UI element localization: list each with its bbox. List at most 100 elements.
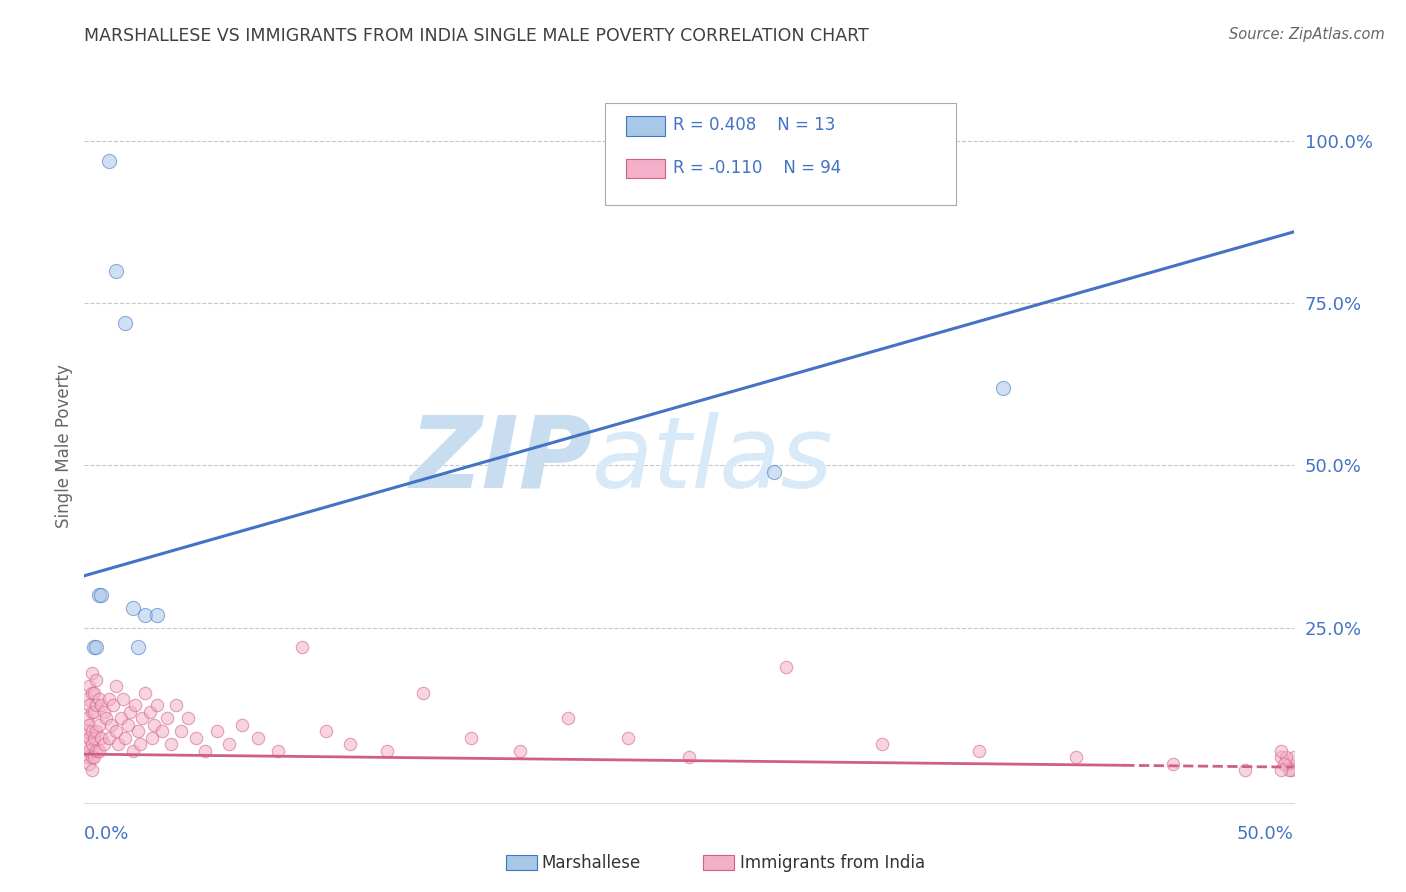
Point — [76, 692, 98, 706]
Point — [80, 666, 103, 681]
Point — [86, 640, 108, 654]
Point — [76, 750, 98, 764]
Point — [146, 698, 169, 713]
Point — [83, 705, 105, 719]
Point — [678, 750, 700, 764]
Point — [267, 744, 290, 758]
Point — [80, 764, 103, 778]
Point — [1279, 764, 1302, 778]
Text: Marshallese: Marshallese — [541, 854, 641, 871]
Point — [93, 705, 115, 719]
Point — [86, 744, 108, 758]
Point — [90, 588, 112, 602]
Point — [80, 685, 103, 699]
Point — [121, 744, 143, 758]
Point — [127, 640, 149, 654]
Point — [967, 744, 990, 758]
Point — [207, 724, 229, 739]
Point — [103, 698, 125, 713]
Point — [94, 711, 117, 725]
Point — [76, 711, 98, 725]
Point — [993, 381, 1015, 395]
Point — [83, 640, 105, 654]
Point — [146, 607, 169, 622]
Point — [872, 738, 894, 752]
Point — [1270, 744, 1292, 758]
Point — [184, 731, 207, 745]
Point — [83, 750, 105, 764]
Point — [110, 711, 132, 725]
Text: Immigrants from India: Immigrants from India — [740, 854, 925, 871]
Point — [97, 153, 120, 168]
Point — [160, 738, 183, 752]
Point — [231, 718, 253, 732]
Point — [1270, 750, 1292, 764]
Point — [93, 738, 115, 752]
Point — [170, 724, 193, 739]
Text: R = -0.110    N = 94: R = -0.110 N = 94 — [673, 159, 842, 177]
Point — [1282, 750, 1305, 764]
Point — [1278, 756, 1301, 771]
Point — [1064, 750, 1087, 764]
Point — [1278, 764, 1301, 778]
Point — [80, 705, 103, 719]
Point — [77, 718, 100, 732]
Point — [104, 679, 127, 693]
Text: 50.0%: 50.0% — [1237, 825, 1294, 843]
Point — [557, 711, 579, 725]
Point — [165, 698, 187, 713]
Point — [77, 679, 100, 693]
Point — [86, 673, 108, 687]
Point — [97, 731, 120, 745]
Text: MARSHALLESE VS IMMIGRANTS FROM INDIA SINGLE MALE POVERTY CORRELATION CHART: MARSHALLESE VS IMMIGRANTS FROM INDIA SIN… — [84, 27, 869, 45]
Point — [1161, 756, 1184, 771]
Text: ZIP: ZIP — [409, 412, 592, 508]
Point — [90, 731, 112, 745]
Point — [76, 738, 98, 752]
Point — [339, 738, 361, 752]
Point — [86, 698, 108, 713]
Point — [76, 724, 98, 739]
Point — [83, 731, 105, 745]
Point — [87, 718, 110, 732]
Text: 0.0%: 0.0% — [84, 825, 129, 843]
Point — [762, 465, 785, 479]
Point — [87, 744, 110, 758]
Point — [131, 711, 153, 725]
Point — [104, 264, 127, 278]
Point — [509, 744, 531, 758]
Point — [80, 738, 103, 752]
Point — [83, 685, 105, 699]
Point — [1234, 764, 1257, 778]
Point — [1272, 756, 1295, 771]
Point — [104, 724, 127, 739]
Point — [129, 738, 152, 752]
Point — [80, 750, 103, 764]
Point — [107, 738, 129, 752]
Point — [1275, 750, 1298, 764]
Text: R = 0.408    N = 13: R = 0.408 N = 13 — [673, 116, 835, 134]
Point — [375, 744, 398, 758]
Point — [134, 685, 156, 699]
Point — [124, 698, 146, 713]
Text: atlas: atlas — [592, 412, 834, 508]
Point — [121, 601, 143, 615]
Point — [177, 711, 200, 725]
Point — [87, 692, 110, 706]
Point — [138, 705, 160, 719]
Point — [112, 692, 135, 706]
Point — [114, 731, 136, 745]
Point — [90, 698, 112, 713]
Point — [412, 685, 434, 699]
Point — [77, 698, 100, 713]
Point — [194, 744, 217, 758]
Point — [120, 705, 142, 719]
Point — [315, 724, 337, 739]
Point — [77, 731, 100, 745]
Point — [77, 744, 100, 758]
Point — [77, 756, 100, 771]
Point — [100, 718, 122, 732]
Point — [247, 731, 270, 745]
Point — [114, 316, 136, 330]
Point — [155, 711, 177, 725]
